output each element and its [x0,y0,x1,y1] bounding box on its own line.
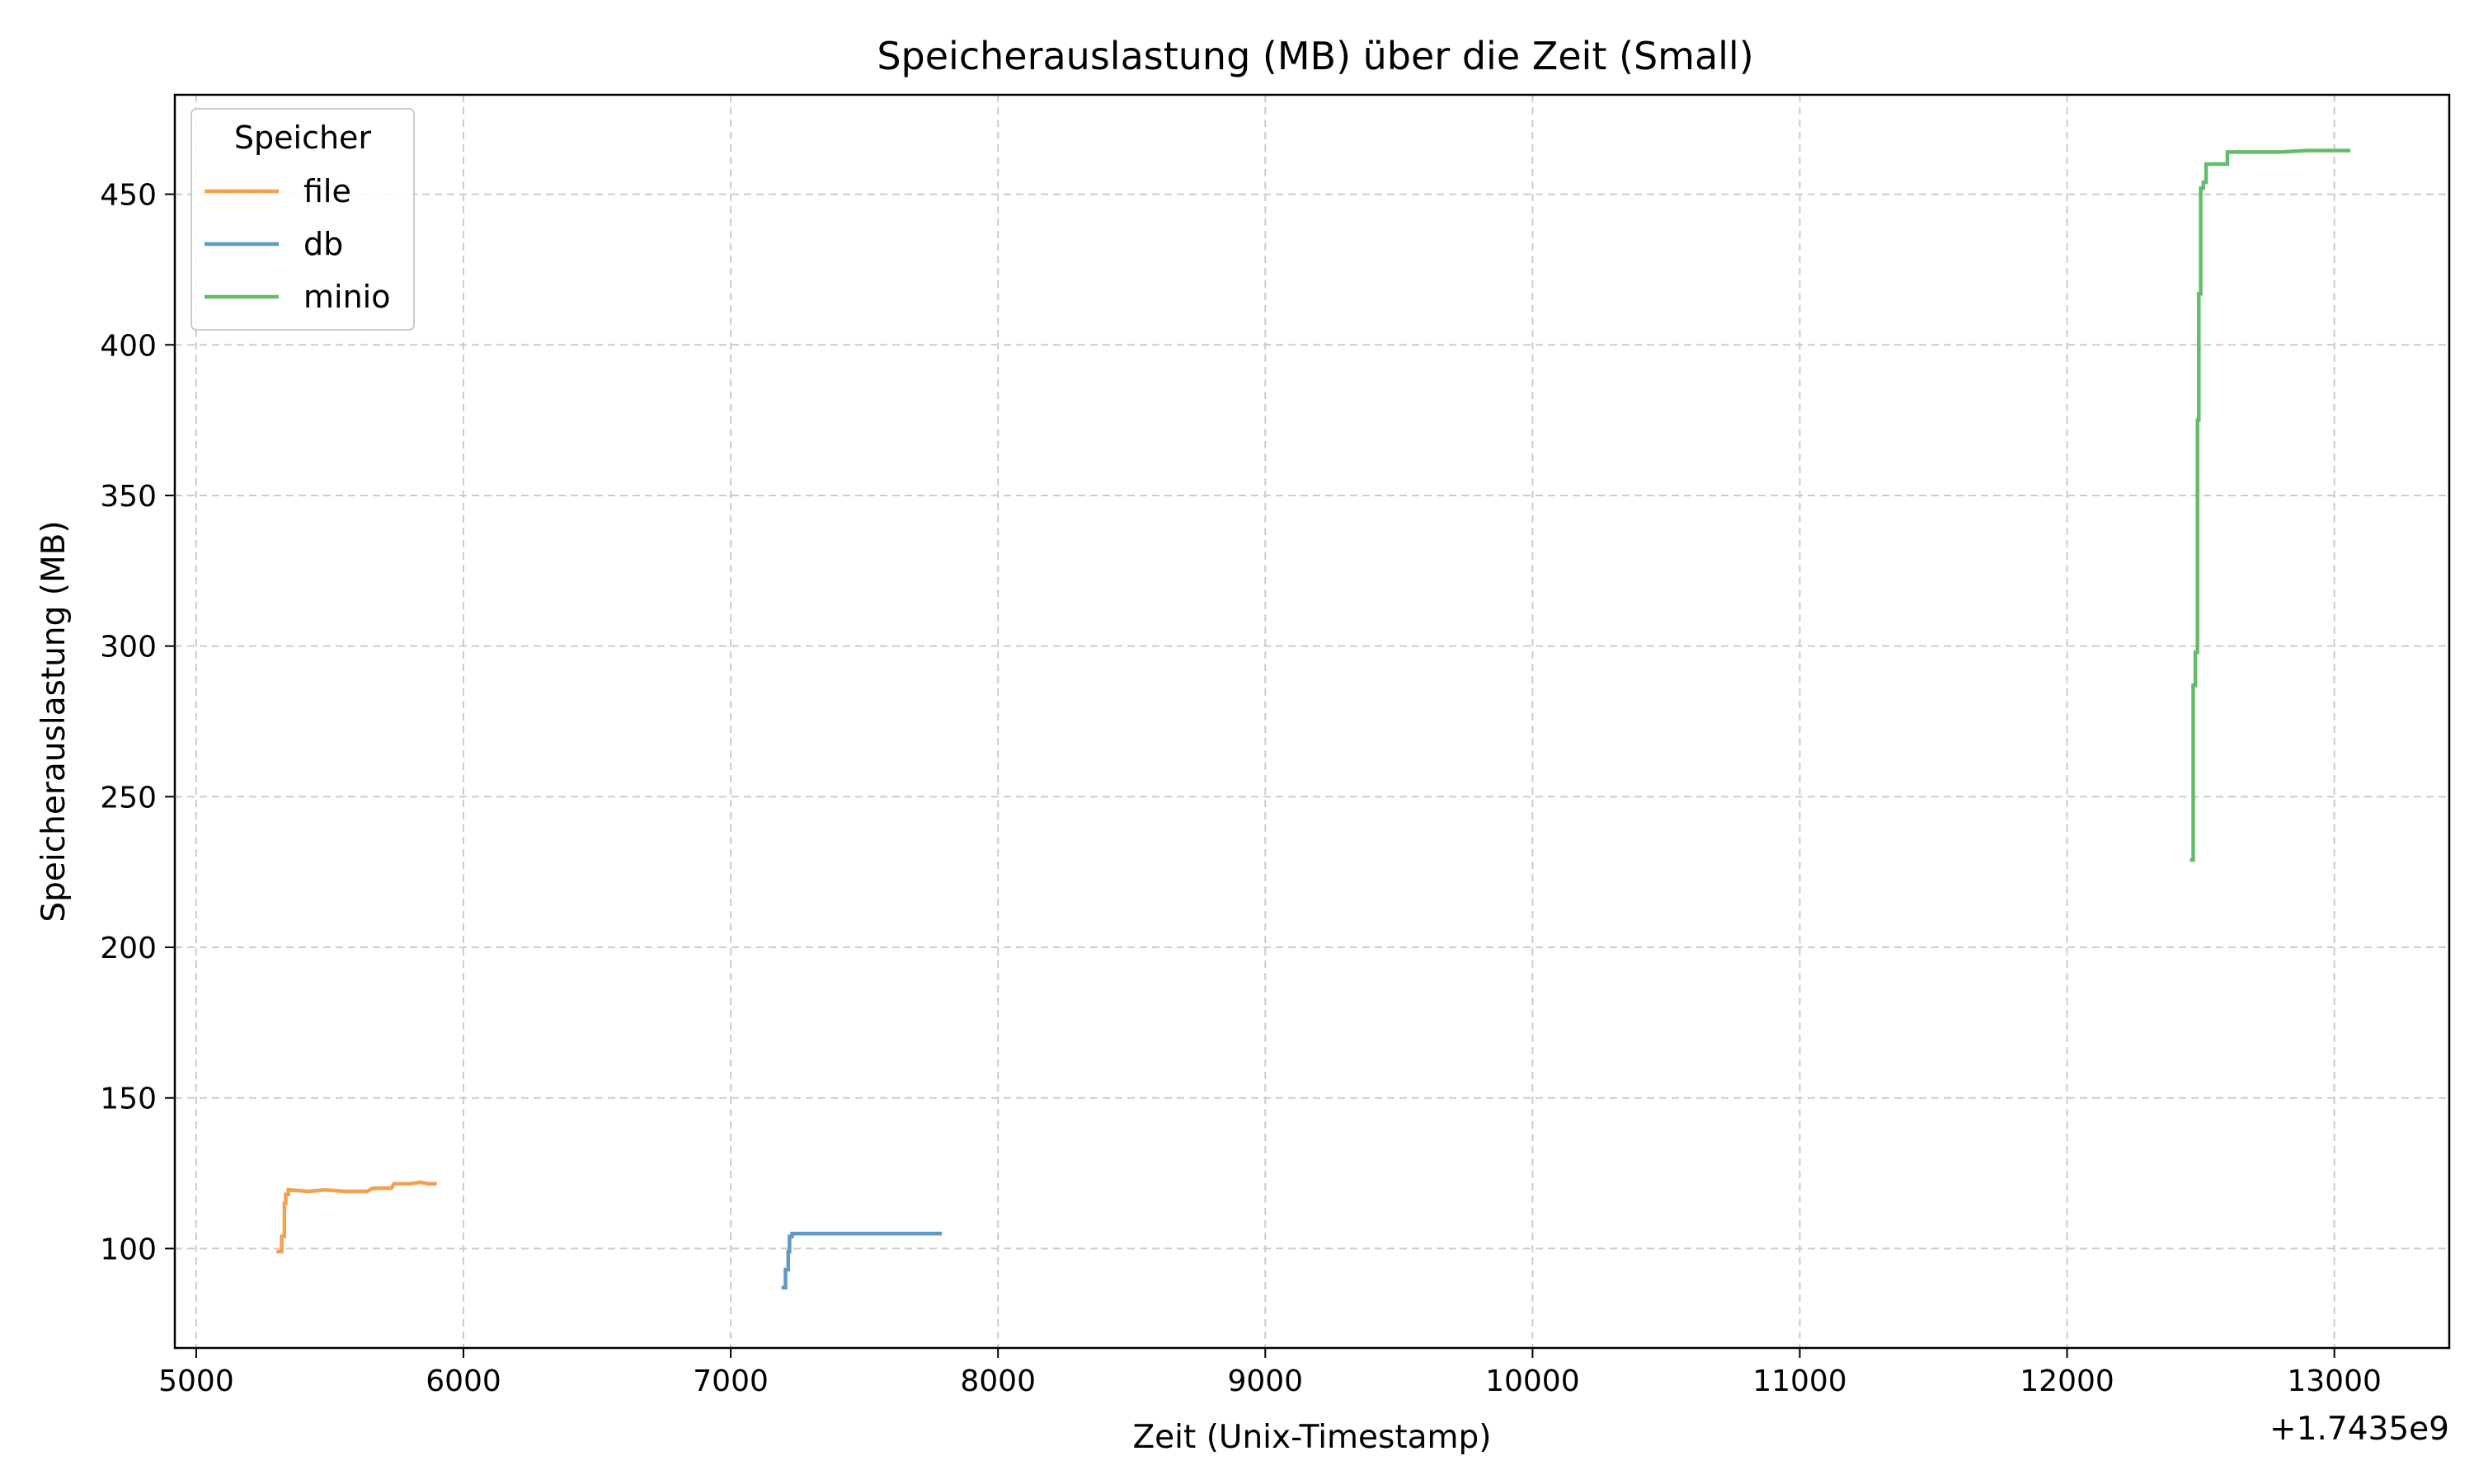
y-axis: 100 150 200 250 300 350 400 450 [100,179,175,1266]
legend-title: Speicher [234,120,372,156]
y-tick-label: 350 [100,480,157,514]
x-tick-label: 13000 [2287,1364,2382,1398]
y-tick-label: 100 [100,1233,157,1266]
grid-lines [175,95,2449,1348]
x-tick-label: 5000 [158,1364,234,1398]
y-tick-label: 250 [100,781,157,815]
x-tick-label: 6000 [426,1364,501,1398]
x-tick-label: 10000 [1485,1364,1580,1398]
x-offset-label: +1.7435e9 [2269,1411,2449,1448]
series-line-db [781,1231,943,1290]
legend-label-file: file [303,173,351,209]
legend-label-db: db [303,226,343,262]
y-tick-label: 150 [100,1082,157,1116]
x-tick-label: 8000 [960,1364,1036,1398]
x-tick-label: 12000 [2020,1364,2114,1398]
x-tick-label: 11000 [1752,1364,1847,1398]
series-line-minio [2189,148,2351,862]
legend-entries: file db minio [205,173,390,315]
x-tick-label: 9000 [1227,1364,1303,1398]
legend-label-minio: minio [303,279,390,315]
y-tick-label: 200 [100,932,157,965]
chart-title: Speicherauslastung (MB) über die Zeit (S… [877,34,1753,78]
legend: Speicher file db minio [190,108,415,331]
x-axis: 5000 6000 7000 8000 9000 10000 11000 12000 13000 [158,1348,2382,1398]
plot-frame [173,93,2451,1350]
series-lines [276,148,2351,1290]
x-axis-label: Zeit (Unix-Timestamp) [1132,1419,1491,1456]
y-tick-label: 400 [100,329,157,363]
series-line-file [276,1180,437,1254]
y-tick-label: 450 [100,179,157,213]
legend-box [190,108,415,331]
y-tick-label: 300 [100,631,157,665]
x-tick-label: 7000 [693,1364,769,1398]
y-axis-label: Speicherauslastung (MB) [35,520,73,922]
